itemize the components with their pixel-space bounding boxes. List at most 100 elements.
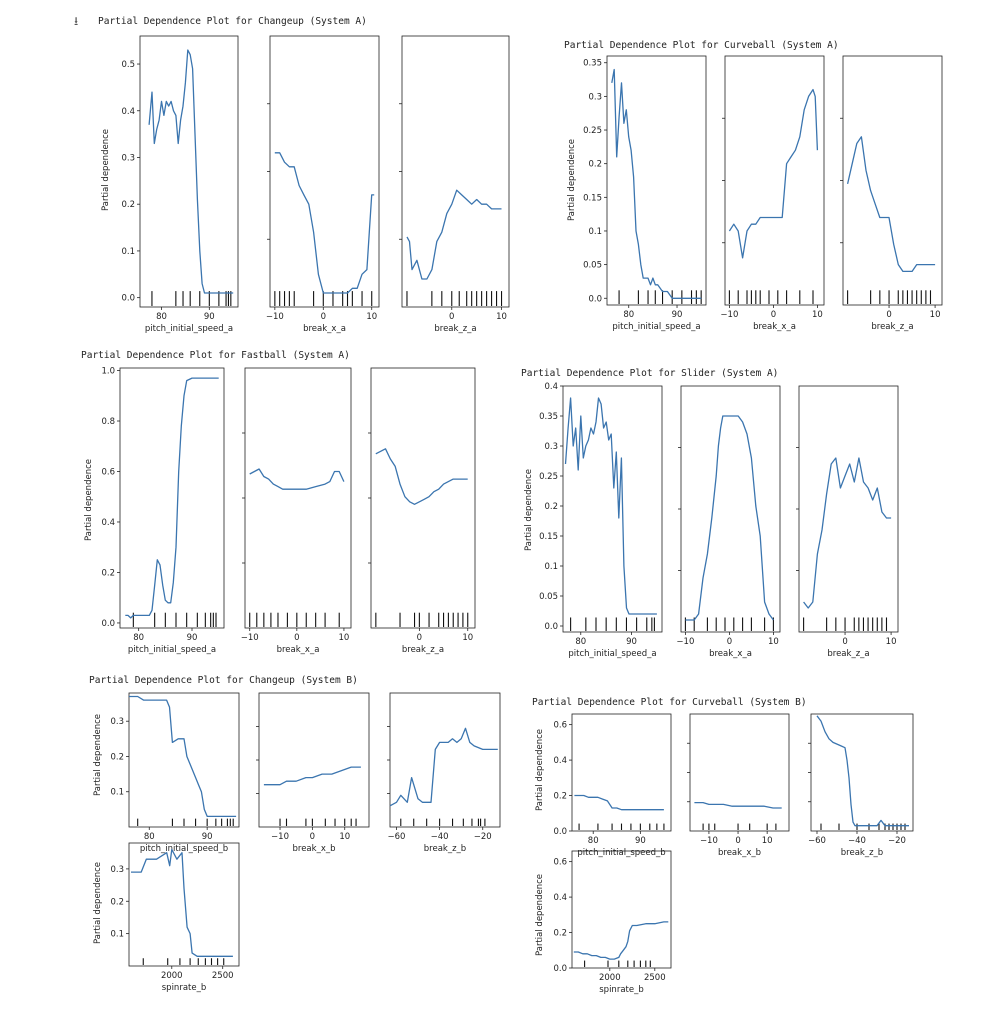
y-tick-label: 0.2 [588,160,602,170]
pd-line [803,457,892,609]
y-tick-label: 0.0 [553,827,567,837]
y-tick-label: 0.35 [539,412,558,422]
x-axis-label: break_x_a [753,322,796,332]
x-axis-label: break_x_a [709,649,752,659]
x-tick-label: 0 [886,310,891,320]
x-tick-label: 90 [204,312,215,322]
y-tick-label: 0.1 [544,562,558,572]
pd-line [249,468,345,490]
x-tick-label: 0 [321,312,326,322]
panel-break_x_a: −10 0 10 break_x_a [676,385,781,659]
x-tick-label: 80 [575,637,586,647]
axes-frame [562,385,663,633]
axes-frame [689,713,790,832]
axes-frame [370,367,476,629]
x-axis-label: pitch_initial_speed_a [568,649,656,659]
y-tick-label: 0.15 [539,532,558,542]
pd-line [406,189,502,280]
x-tick-label: −20 [474,832,492,842]
x-tick-label: 90 [202,832,213,842]
y-tick-label: 0.4 [553,756,567,766]
figure-title: Partial Dependence Plot for Curveball (S… [532,697,807,708]
x-axis-label: break_z_b [841,848,883,858]
y-tick-label: 0.25 [583,126,602,136]
x-axis-label: break_z_a [434,324,476,334]
x-tick-label: 10 [930,310,941,320]
output-toggle-icon[interactable]: ⭳ [74,14,79,28]
y-tick-label: 0.6 [553,858,567,868]
axes-frame [606,55,707,306]
y-tick-label: 0.2 [553,792,567,802]
pdp-figure-3: Partial Dependence Plot for Slider (Syst… [521,368,899,659]
x-axis-label: break_z_a [827,649,869,659]
x-tick-label: 0 [735,836,740,846]
axes-frame [389,692,501,828]
x-tick-label: 2500 [212,971,234,981]
y-tick-label: 0.4 [121,107,135,117]
x-tick-label: 10 [762,836,773,846]
x-tick-label: 2000 [599,973,621,983]
x-tick-label: 0 [771,310,776,320]
x-axis-label: break_x_a [303,324,346,334]
y-axis-label: Partial dependence [567,139,577,221]
figure-title: Partial Dependence Plot for Curveball (S… [564,40,839,51]
panel-break_z_a: 0 10 break_z_a [399,35,510,334]
y-tick-label: 0.6 [101,467,115,477]
pdp-figure-1: Partial Dependence Plot for Curveball (S… [564,40,943,332]
panel-break_x_a: −10 0 10 break_x_a [241,367,352,655]
x-axis-label: break_x_a [277,645,320,655]
y-tick-label: 0.15 [583,193,602,203]
y-axis-label: Partial dependence [93,714,103,796]
axes-frame [244,367,352,629]
y-tick-label: 0.05 [583,261,602,271]
x-axis-label: pitch_initial_speed_b [577,848,665,858]
x-tick-label: 10 [496,312,507,322]
y-tick-label: 0.2 [110,897,124,907]
axes-frame [269,35,380,308]
x-axis-label: break_x_b [293,844,336,854]
axes-frame [139,35,239,308]
pd-line [148,49,234,294]
x-tick-label: −10 [266,312,284,322]
y-tick-label: 0.2 [101,568,115,578]
figure-title: Partial Dependence Plot for Changeup (Sy… [98,16,367,27]
axes-frame [128,842,240,967]
y-tick-label: 0.2 [121,200,135,210]
x-tick-label: 0 [449,312,454,322]
x-tick-label: 0 [310,832,315,842]
x-tick-label: 0 [842,637,847,647]
y-tick-label: 0.25 [539,472,558,482]
y-tick-label: 0.3 [110,865,124,875]
pd-line [728,88,819,259]
x-tick-label: 10 [812,310,823,320]
y-tick-label: 0.2 [544,502,558,512]
y-tick-label: 0.35 [583,59,602,69]
x-tick-label: −10 [676,637,694,647]
figure-title: Partial Dependence Plot for Slider (Syst… [521,368,778,379]
x-axis-label: break_z_a [402,645,444,655]
pd-line [389,727,498,807]
y-tick-label: 0.1 [110,788,124,798]
panel-break_z_b: −60 −40 −20 break_z_b [387,692,501,854]
y-tick-label: 0.0 [553,964,567,974]
pdp-figure-4: Partial Dependence Plot for Changeup (Sy… [89,675,501,993]
axes-frame [680,385,781,633]
x-axis-label: spinrate_b [162,983,206,993]
pdp-figure-5: Partial Dependence Plot for Curveball (S… [532,697,914,995]
panel-pitch_initial_speed_a: 0.0 0.2 0.4 0.6 0.8 1.0 80 90 pitch_initial_spee… [84,367,225,655]
y-tick-label: 0.3 [110,717,124,727]
y-tick-label: 0.1 [110,930,124,940]
panel-pitch_initial_speed_a: 0.0 0.05 0.1 0.15 0.2 0.25 0.3 0.35 80 90 pitch_in… [567,55,707,332]
x-axis-label: spinrate_b [599,985,643,995]
x-tick-label: 10 [339,633,350,643]
x-tick-label: 90 [626,637,637,647]
y-tick-label: 0.0 [544,622,558,632]
pd-line [131,848,233,957]
y-axis-label: Partial dependence [101,129,111,211]
panel-break_z_a: 0 10 break_z_a [368,367,476,655]
axes-frame [724,55,825,306]
y-tick-label: 0.4 [101,518,115,528]
panel-break_x_a: −10 0 10 break_x_a [266,35,380,334]
x-tick-label: −10 [700,836,718,846]
